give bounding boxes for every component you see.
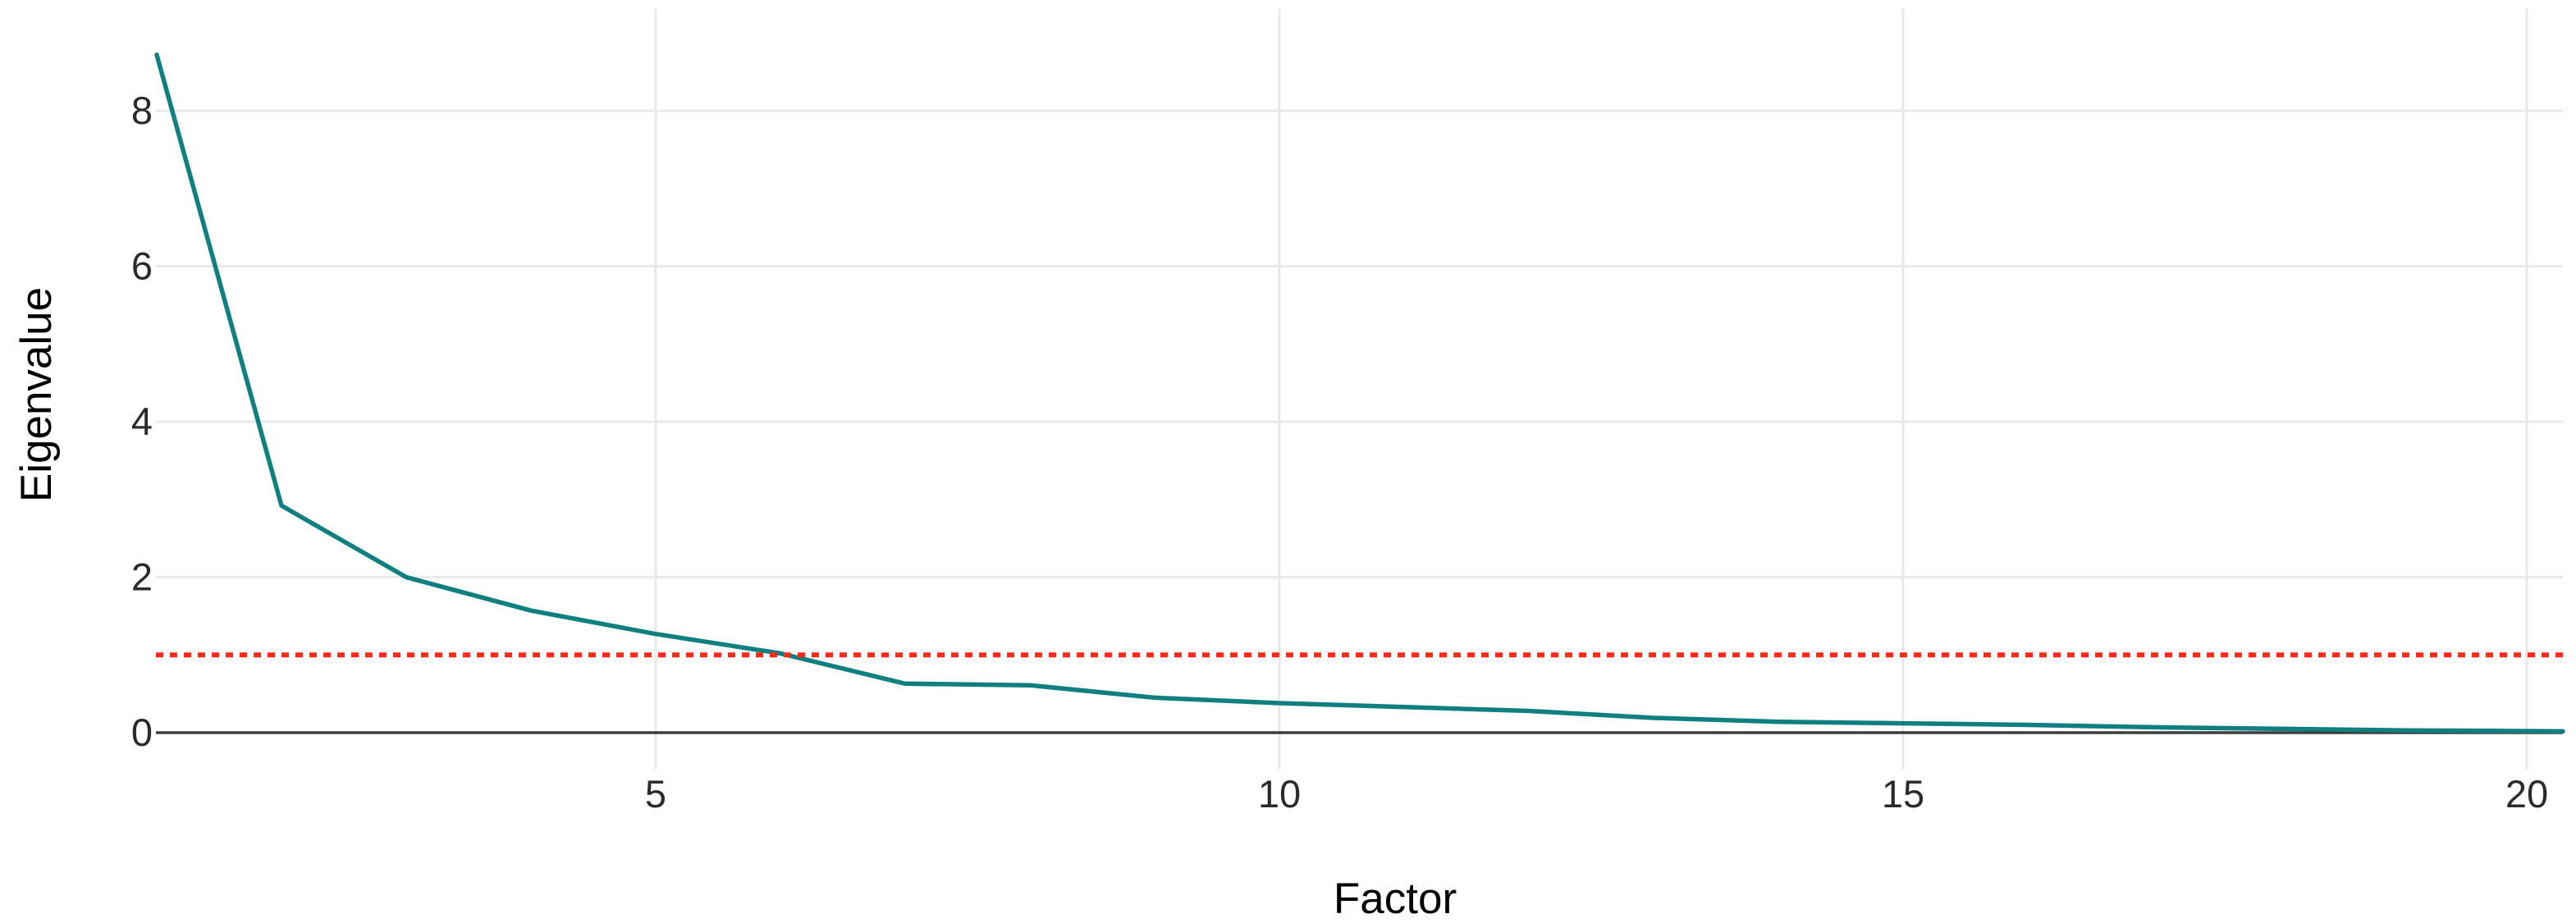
x-axis-title: Factor: [1334, 875, 1457, 923]
x-tick-label: 15: [1882, 772, 1924, 816]
y-tick-labels: 0 2 4 6 8: [131, 89, 153, 754]
x-tick-label: 5: [645, 772, 666, 816]
eigenvalue-line: [154, 53, 2565, 734]
y-tick-label: 0: [131, 711, 153, 754]
x-tick-label: 10: [1258, 772, 1301, 816]
grid-layer: [156, 8, 2563, 770]
x-tick-label: 20: [2505, 772, 2548, 816]
y-tick-label: 8: [131, 89, 153, 132]
y-tick-label: 2: [131, 555, 153, 599]
y-axis-title: Eigenvalue: [12, 287, 61, 502]
x-tick-labels: 5 10 15 20: [645, 772, 2548, 816]
y-tick-label: 4: [131, 400, 153, 443]
y-tick-label: 6: [131, 244, 153, 288]
